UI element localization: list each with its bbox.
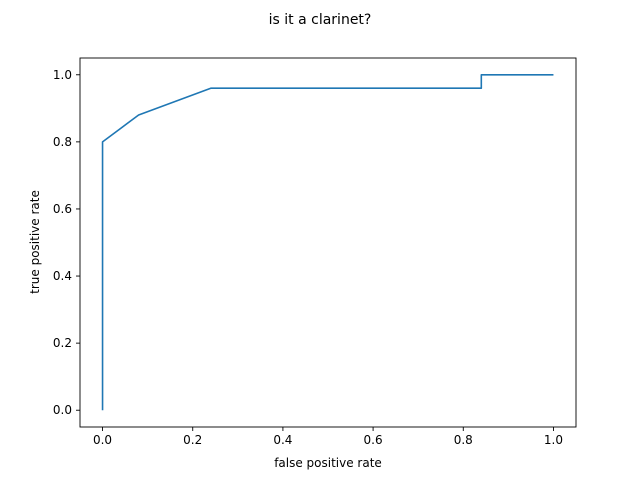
roc-curve-line: [101, 73, 554, 411]
y-tick-label: 1.0: [53, 68, 72, 82]
plot-area: [101, 73, 554, 411]
x-axis-ticks: 0.0 0.2 0.4 0.6 0.8 1.0: [93, 427, 563, 447]
axes-frame: [79, 57, 577, 428]
y-tick-label: 0.4: [53, 269, 72, 283]
y-tick-label: 0.0: [53, 403, 72, 417]
y-tick-label: 0.6: [53, 202, 72, 216]
x-axis-label: false positive rate: [274, 456, 382, 470]
y-axis-ticks: 0.0 0.2 0.4 0.6 0.8 1.0: [53, 68, 80, 417]
y-tick-label: 0.8: [53, 135, 72, 149]
x-tick-label: 1.0: [544, 433, 563, 447]
chart-title: is it a clarinet?: [269, 12, 372, 28]
x-tick-label: 0.0: [93, 433, 112, 447]
y-tick-label: 0.2: [53, 336, 72, 350]
x-tick-label: 0.8: [454, 433, 473, 447]
y-axis-label: true positive rate: [28, 190, 42, 294]
x-tick-label: 0.2: [183, 433, 202, 447]
x-tick-label: 0.4: [273, 433, 292, 447]
x-tick-label: 0.6: [364, 433, 383, 447]
